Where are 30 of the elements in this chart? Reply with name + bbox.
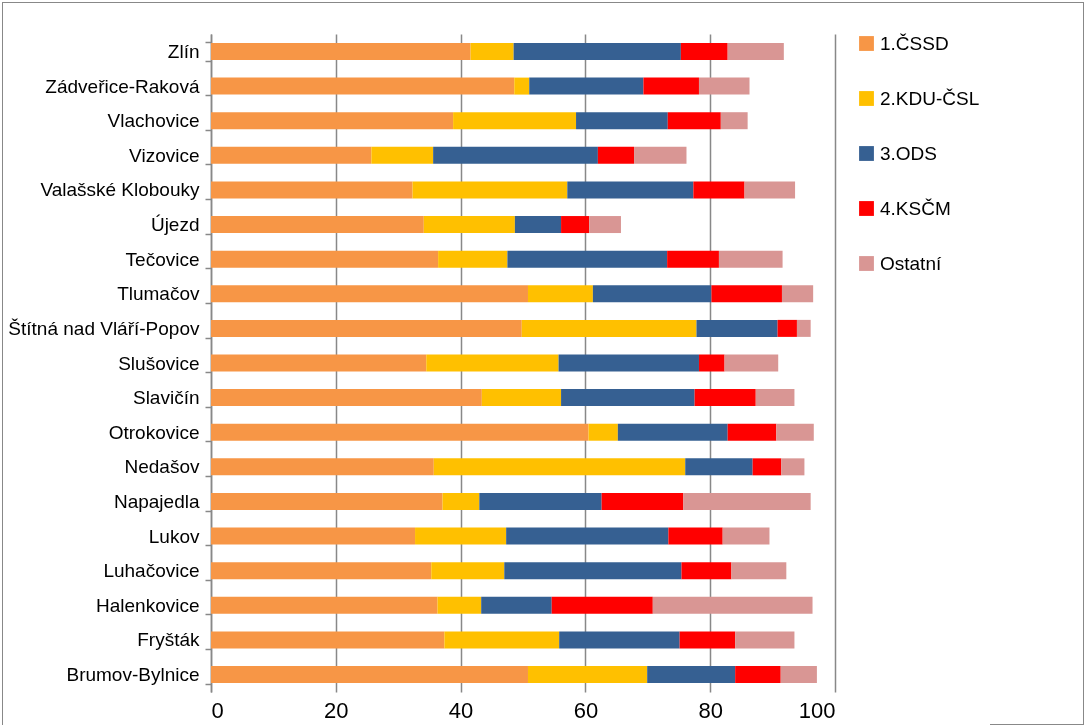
legend-label: 4.KSČM [880,197,951,219]
x-tick-label: 100 [798,697,836,723]
y-tick-label: Lukov [148,525,200,547]
y-tick-label: Vizovice [129,144,200,166]
x-tick-label: 40 [448,697,474,723]
y-tick-label: Tlumačov [117,283,200,305]
y-tick-label: Brumov-Bylnice [66,664,200,686]
legend-label: 2.KDU-ČSL [880,87,980,109]
x-tick-label: 0 [211,697,224,723]
y-tick-label: Tečovice [125,248,200,270]
y-tick-label: Zádveřice-Raková [45,75,200,97]
legend-label: 1.ČSSD [880,32,949,54]
y-tick-label: Halenkovice [96,594,200,616]
x-tick-label: 60 [573,697,599,723]
y-tick-label: Újezd [150,214,200,236]
legend-label: Ostatní [880,252,942,274]
y-tick-label: Luhačovice [103,560,200,582]
y-tick-label: Štítná nad Vláří-Popov [8,317,200,339]
y-tick-label: Fryšták [137,629,200,651]
x-tick-label: 80 [698,697,723,723]
x-tick-label: 20 [324,697,349,723]
y-tick-label: Napajedla [113,490,200,512]
y-tick-label: Slavičín [132,387,200,409]
y-tick-label: Nedašov [124,456,200,478]
y-tick-label: Zlín [167,40,200,62]
legend-label: 3.ODS [880,142,938,164]
y-tick-label: Vlachovice [107,110,200,132]
y-tick-label: Valašské Klobouky [40,179,200,201]
y-tick-label: Otrokovice [108,421,200,443]
y-tick-label: Slušovice [118,352,200,374]
